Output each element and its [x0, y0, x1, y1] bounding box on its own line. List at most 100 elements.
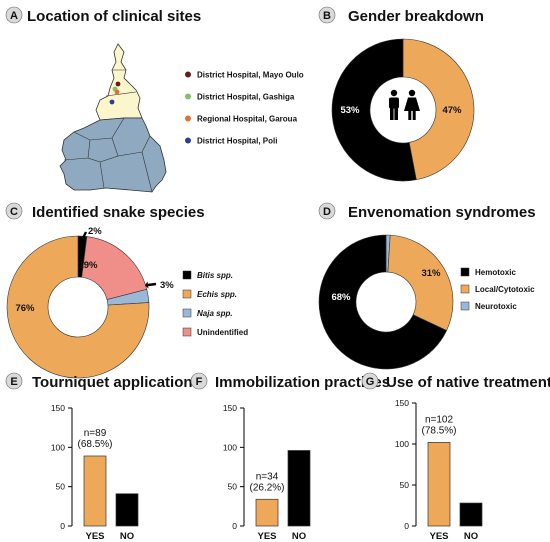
legend-label-regional-hospital-garoua: Regional Hospital, Garoua	[197, 115, 298, 124]
panel-e-badge	[5, 372, 23, 390]
legend-label-echis-spp: Echis spp.	[197, 290, 237, 299]
donut-slice-unindentified	[81, 236, 148, 300]
y-tick-label: 100	[395, 439, 409, 449]
bar-no	[115, 493, 139, 527]
male-female-icon	[389, 89, 420, 120]
y-tick-label: 100	[51, 442, 65, 452]
panel-f-title: Immobilization practices	[215, 374, 390, 391]
arrow-bitis-spp	[80, 231, 88, 241]
panel-f: F Immobilization practices 0 50 100 150 YES N…	[190, 372, 390, 542]
species-legend: Bitis spp. Echis spp. Naja spp. Unindentifi…	[182, 270, 248, 337]
panel-f-letter: F	[196, 376, 203, 388]
legend-label-hemotoxic: Hemotoxic	[475, 268, 516, 277]
legend-label-neurotoxic: Neurotoxic	[475, 302, 517, 311]
panel-d-badge	[318, 202, 336, 220]
bar-yes	[427, 442, 451, 527]
bar-no	[459, 502, 483, 527]
panel-f-badge	[190, 372, 208, 390]
legend-label-district-hospital-mayo-oulo: District Hospital, Mayo Oulo	[197, 71, 304, 80]
panel-a-title: Location of clinical sites	[27, 8, 201, 25]
value-label-echis-spp: 76%	[15, 303, 35, 314]
legend-label-district-hospital-poli: District Hospital, Poli	[197, 137, 277, 146]
value-label-local-cytotoxic: 31%	[421, 268, 441, 279]
y-tick-label: 50	[228, 482, 238, 492]
legend-label-naja-spp: Naja spp.	[197, 309, 233, 318]
legend-label-district-hospital-gashiga: District Hospital, Gashiga	[197, 93, 295, 102]
map-site-poli	[109, 99, 115, 105]
legend-swatch-unindentified	[182, 327, 192, 337]
donut-slice-local-cytotoxic	[387, 234, 454, 331]
legend-marker-district-hospital-gashiga	[185, 93, 191, 100]
x-tick-label-yes: YES	[257, 531, 276, 542]
x-tick-label-no: NO	[464, 531, 478, 542]
panel-g: G Use of native treatments 0 50 100 150 YES N…	[361, 372, 550, 542]
x-tick-label-no: NO	[292, 531, 306, 542]
map-site-garoua	[114, 89, 120, 95]
panel-a: A Location of clinical sites District Ho…	[5, 6, 304, 193]
panel-c-letter: C	[10, 206, 18, 218]
arrowhead-bitis-spp	[78, 238, 86, 243]
legend-swatch-local-cytotoxic	[460, 284, 470, 294]
panel-c: C Identified snake species 19% 76% 2% 3% Bi…	[5, 202, 248, 379]
gender-donut-chart: 47% 53%	[331, 38, 475, 182]
legend-swatch-hemotoxic	[460, 267, 470, 277]
legend-swatch-naja-spp	[182, 308, 192, 318]
panel-b-letter: B	[323, 10, 331, 22]
bar-annotation-line: (78.5%)	[421, 425, 456, 436]
map-legend: District Hospital, Mayo Oulo District Hos…	[185, 71, 304, 146]
panel-g-letter: G	[366, 376, 375, 388]
panel-e: E Tourniquet application 0 50 100 150 YES NO n…	[5, 372, 193, 542]
y-tick-label: 150	[51, 403, 65, 413]
y-tick-label: 0	[232, 521, 237, 531]
panel-b-badge	[318, 6, 336, 24]
x-tick-label-no: NO	[120, 531, 134, 542]
legend-label-local-cytotoxic: Local/Cytotoxic	[475, 285, 535, 294]
donut-slice-male	[331, 38, 417, 182]
legend-swatch-bitis-spp	[182, 270, 192, 280]
map-southern-regions	[59, 117, 167, 193]
donut-slice-female	[402, 38, 475, 181]
cameroon-map	[59, 43, 167, 193]
legend-marker-district-hospital-poli	[185, 137, 191, 144]
value-label-male: 53%	[340, 105, 360, 116]
value-label-naja-spp: 3%	[160, 280, 174, 291]
y-tick-label: 0	[60, 521, 65, 531]
value-label-bitis-spp: 2%	[88, 226, 102, 237]
bar-annotation-line: n=89	[84, 428, 107, 439]
native-treatments-bar-chart: 0 50 100 150 YES NO n=102(78.5%)	[395, 398, 483, 542]
panel-d-title: Envenomation syndromes	[348, 204, 536, 221]
bar-annotation-line: (26.2%)	[249, 482, 284, 493]
panel-g-badge	[361, 372, 379, 390]
x-tick-label-yes: YES	[429, 531, 448, 542]
y-tick-label: 150	[223, 403, 237, 413]
panel-b-title: Gender breakdown	[348, 8, 484, 25]
value-label-female: 47%	[442, 105, 462, 116]
legend-label-unindentified: Unindentified	[197, 328, 248, 337]
panel-d: D Envenomation syndromes 31% 68% Hemotoxi…	[318, 202, 536, 370]
syndromes-donut-chart: 31% 68%	[318, 234, 454, 370]
arrow-naja-spp	[147, 282, 157, 287]
y-tick-label: 50	[56, 482, 66, 492]
legend-swatch-neurotoxic	[460, 301, 470, 311]
immobilization-bar-chart: 0 50 100 150 YES NO n=34(26.2%)	[223, 403, 311, 542]
bar-yes	[255, 498, 279, 527]
y-tick-label: 150	[395, 398, 409, 408]
panel-b: B Gender breakdown 47% 53%	[318, 6, 484, 182]
species-donut-chart: 19% 76% 2% 3%	[6, 226, 174, 379]
arrowhead-naja-spp	[145, 281, 149, 289]
value-label-unindentified: 19%	[78, 260, 98, 271]
legend-marker-regional-hospital-garoua	[185, 115, 191, 122]
x-tick-label-yes: YES	[85, 531, 104, 542]
panel-e-title: Tourniquet application	[32, 374, 193, 391]
bar-yes	[83, 455, 107, 527]
bar-annotation-line: n=102	[425, 414, 454, 425]
panel-a-letter: A	[10, 10, 18, 22]
syndromes-legend: Hemotoxic Local/Cytotoxic Neurotoxic	[460, 267, 535, 311]
map-site-mayo-oulo	[115, 81, 121, 87]
panel-c-title: Identified snake species	[32, 204, 205, 221]
donut-slice-echis-spp	[6, 235, 150, 379]
panel-a-badge	[5, 6, 23, 24]
legend-swatch-echis-spp	[182, 289, 192, 299]
legend-marker-district-hospital-mayo-oulo	[185, 71, 191, 78]
